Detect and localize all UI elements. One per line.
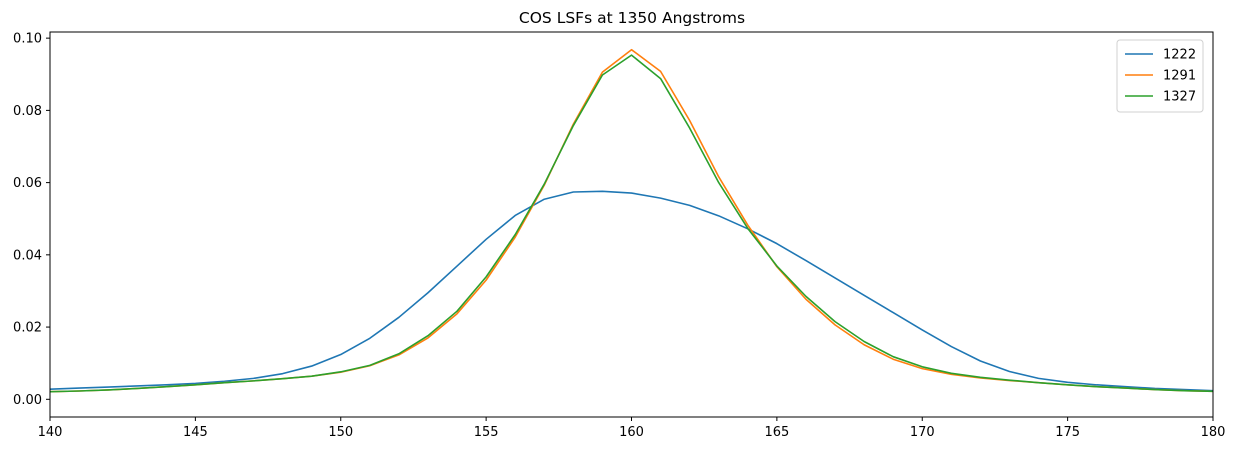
legend-label: 1222 — [1163, 48, 1196, 63]
x-tick-label: 175 — [1055, 425, 1080, 440]
x-tick-label: 165 — [764, 425, 789, 440]
x-tick-label: 170 — [910, 425, 935, 440]
x-tick-label: 140 — [38, 425, 63, 440]
series-line-1327 — [50, 54, 1213, 393]
series-line-1291 — [50, 48, 1213, 393]
y-tick-label: 0.02 — [13, 321, 42, 336]
x-tick-label: 150 — [328, 425, 353, 440]
series-lines — [50, 48, 1213, 393]
series-line-1222 — [50, 190, 1213, 392]
y-tick-label: 0.04 — [13, 248, 42, 263]
legend-label: 1327 — [1163, 90, 1196, 105]
legend-box — [1116, 39, 1204, 113]
plot-area — [49, 31, 1214, 418]
legend-item-1291: 1291 — [1125, 69, 1196, 84]
y-tick-label: 0.08 — [13, 104, 42, 119]
legend-item-1327: 1327 — [1125, 90, 1196, 105]
plot-frame — [49, 31, 1214, 418]
x-axis: 140 145 150 155 160 165 170 175 180 — [38, 417, 1226, 440]
y-tick-label: 0.06 — [13, 176, 42, 191]
legend-label: 1291 — [1163, 69, 1196, 84]
y-tick-label: 0.00 — [13, 393, 42, 408]
legend-item-1222: 1222 — [1125, 48, 1196, 63]
y-axis: 0.00 0.02 0.04 0.06 0.08 0.10 — [13, 32, 50, 408]
x-tick-label: 180 — [1201, 425, 1226, 440]
chart-title: COS LSFs at 1350 Angstroms — [519, 9, 745, 27]
x-tick-label: 160 — [619, 425, 644, 440]
legend: 1222 1291 1327 — [1116, 39, 1204, 113]
x-tick-label: 145 — [183, 425, 208, 440]
x-tick-label: 155 — [474, 425, 499, 440]
y-tick-label: 0.10 — [13, 32, 42, 47]
